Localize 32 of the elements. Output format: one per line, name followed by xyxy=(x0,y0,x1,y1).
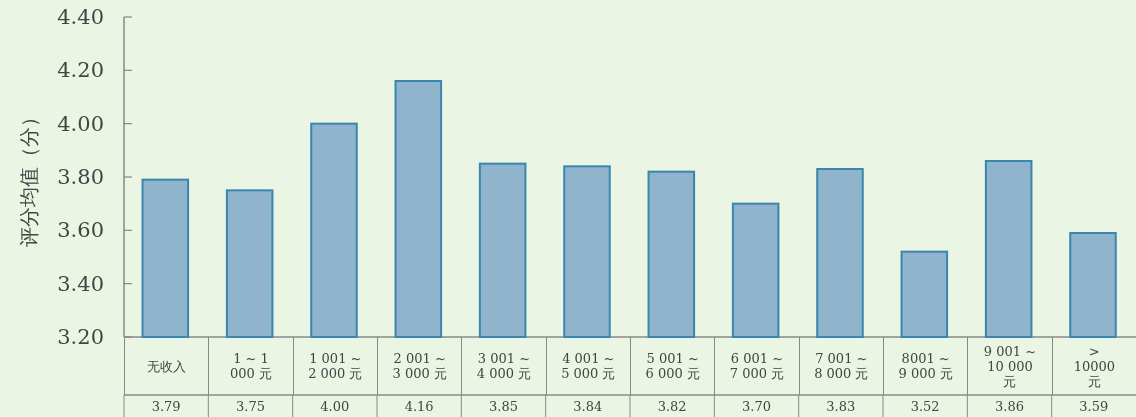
data-label: 3.86 xyxy=(995,399,1024,414)
y-tick-label: 4.20 xyxy=(57,58,104,83)
x-tick-label: 3 001 ~ 4 000 元 xyxy=(461,337,546,395)
x-tick-label: 7 001 ~ 8 000 元 xyxy=(798,337,883,395)
x-tick-label: 8001 ~ 9 000 元 xyxy=(883,337,968,395)
data-label: 3.79 xyxy=(151,399,181,414)
x-tick-label: 5 001 ~ 6 000 元 xyxy=(630,337,715,395)
data-label: 3.83 xyxy=(826,399,856,414)
y-tick-label: 3.60 xyxy=(57,218,104,243)
data-label: 3.84 xyxy=(573,399,603,414)
data-label: 4.00 xyxy=(320,399,350,414)
y-tick-label: 4.40 xyxy=(57,5,104,29)
x-tick-label: 6 001 ~ 7 000 元 xyxy=(714,337,799,395)
data-label: 3.75 xyxy=(236,399,265,414)
y-tick-label: 3.40 xyxy=(57,271,104,296)
x-tick-label: 无收入 xyxy=(124,337,209,395)
x-tick-label: > 10000 元 xyxy=(1051,337,1136,395)
x-tick-label: 2 001 ~ 3 000 元 xyxy=(377,337,462,395)
data-label: 3.59 xyxy=(1079,399,1109,414)
y-tick-label: 3.80 xyxy=(57,165,104,189)
data-label: 3.52 xyxy=(910,399,940,414)
x-tick-label: 4 001 ~ 5 000 元 xyxy=(545,337,630,395)
data-label: 3.82 xyxy=(657,399,687,414)
y-tick-label: 3.20 xyxy=(57,325,104,349)
x-tick-label: 1 001 ~ 2 000 元 xyxy=(292,337,377,395)
y-tick-label: 4.00 xyxy=(57,111,104,136)
x-tick-label: 9 001 ~ 10 000 元 xyxy=(967,337,1052,395)
data-label: 3.85 xyxy=(489,399,518,414)
y-axis-title: 评分均值（分） xyxy=(17,107,41,247)
data-label: 3.70 xyxy=(742,399,771,414)
data-label: 4.16 xyxy=(404,399,434,414)
x-tick-label: 1 ~ 1 000 元 xyxy=(208,337,293,395)
